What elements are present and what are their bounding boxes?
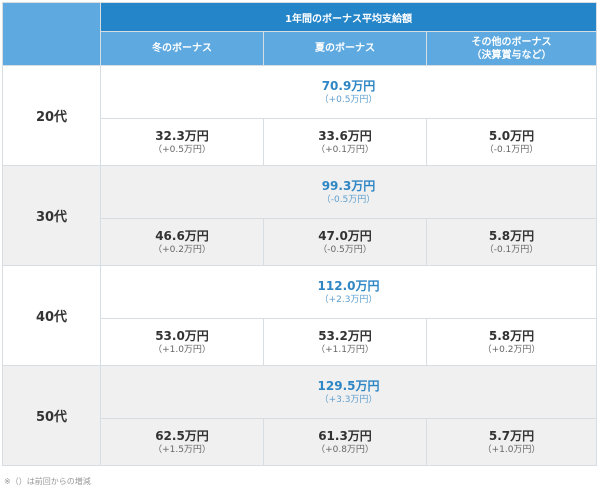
summer-amount: 47.0万円 [318, 228, 372, 243]
summer-change: （-0.5万円） [318, 244, 372, 255]
table-row: 20代 70.9万円 （+0.5万円） [2, 65, 597, 166]
summer-change: （+1.1万円） [316, 344, 374, 355]
summer-amount: 53.2万円 [318, 328, 372, 343]
other-cell: 5.8万円 （-0.1万円） [426, 218, 597, 266]
other-change: （-0.1万円） [484, 144, 539, 155]
other-change: （-0.1万円） [484, 244, 539, 255]
other-amount: 5.0万円 [488, 128, 535, 143]
winter-change: （+0.5万円） [153, 144, 211, 155]
total-cell: 129.5万円 （+3.3万円） [100, 365, 597, 419]
total-amount: 112.0万円 [317, 278, 380, 293]
table-row: 53.0万円 （+1.0万円） 53.2万円 （+1.1万円） 5.8万円 （+… [3, 318, 597, 366]
summer-change: （+0.1万円） [316, 144, 374, 155]
total-amount: 99.3万円 [321, 178, 376, 193]
winter-cell: 32.3万円 （+0.5万円） [100, 118, 264, 166]
table-row: 40代 112.0万円 （+2.3万円） [2, 265, 597, 366]
bonus-table: 1年間のボーナス平均支給額 冬のボーナス 夏のボーナス その他のボーナス （決算… [2, 2, 597, 466]
other-change: （+0.2万円） [482, 344, 541, 355]
other-amount: 5.8万円 [488, 228, 535, 243]
total-amount: 129.5万円 [317, 378, 380, 393]
column-header-winter: 冬のボーナス [100, 31, 264, 66]
total-change: （+2.3万円） [319, 294, 378, 305]
footnote: ※（）は前回からの増減 [4, 477, 91, 486]
winter-change: （+1.0万円） [153, 344, 211, 355]
winter-amount: 53.0万円 [155, 328, 209, 343]
table-corner [2, 2, 101, 66]
winter-cell: 46.6万円 （+0.2万円） [100, 218, 264, 266]
summer-cell: 53.2万円 （+1.1万円） [263, 318, 427, 366]
total-cell: 99.3万円 （-0.5万円） [100, 165, 597, 219]
column-header-summer: 夏のボーナス [263, 31, 427, 66]
age-label: 20代 [2, 65, 101, 166]
other-amount: 5.8万円 [488, 328, 535, 343]
other-cell: 5.8万円 （+0.2万円） [426, 318, 597, 366]
total-cell: 70.9万円 （+0.5万円） [100, 65, 597, 119]
summer-cell: 61.3万円 （+0.8万円） [263, 418, 427, 466]
total-amount: 70.9万円 [321, 78, 376, 93]
summer-amount: 33.6万円 [318, 128, 372, 143]
table-title: 1年間のボーナス平均支給額 [100, 2, 597, 32]
summer-cell: 33.6万円 （+0.1万円） [263, 118, 427, 166]
total-change: （-0.5万円） [321, 194, 376, 205]
other-change: （+1.0万円） [482, 444, 541, 455]
table-row: 30代 99.3万円 （-0.5万円） [2, 165, 597, 266]
winter-amount: 62.5万円 [155, 428, 209, 443]
column-header-other: その他のボーナス （決算賞与など） [426, 31, 597, 66]
summer-amount: 61.3万円 [318, 428, 372, 443]
winter-amount: 46.6万円 [155, 228, 209, 243]
other-cell: 5.7万円 （+1.0万円） [426, 418, 597, 466]
age-label: 50代 [2, 365, 101, 466]
winter-cell: 62.5万円 （+1.5万円） [100, 418, 264, 466]
table-row: 50代 129.5万円 （+3.3万円） [2, 365, 597, 466]
winter-change: （+1.5万円） [153, 444, 211, 455]
summer-change: （+0.8万円） [316, 444, 374, 455]
table-row: 62.5万円 （+1.5万円） 61.3万円 （+0.8万円） 5.7万円 （+… [3, 418, 597, 466]
other-amount: 5.7万円 [488, 428, 535, 443]
table-row: 32.3万円 （+0.5万円） 33.6万円 （+0.1万円） 5.0万円 （-… [3, 118, 597, 166]
total-cell: 112.0万円 （+2.3万円） [100, 265, 597, 319]
winter-amount: 32.3万円 [155, 128, 209, 143]
winter-change: （+0.2万円） [153, 244, 211, 255]
total-change: （+0.5万円） [319, 94, 378, 105]
summer-cell: 47.0万円 （-0.5万円） [263, 218, 427, 266]
age-label: 40代 [2, 265, 101, 366]
other-cell: 5.0万円 （-0.1万円） [426, 118, 597, 166]
column-header-other-label: その他のボーナス （決算賞与など） [471, 36, 552, 61]
total-change: （+3.3万円） [319, 394, 378, 405]
age-label: 30代 [2, 165, 101, 266]
winter-cell: 53.0万円 （+1.0万円） [100, 318, 264, 366]
